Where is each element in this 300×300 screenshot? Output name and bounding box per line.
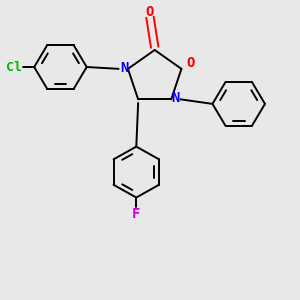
Text: N: N — [120, 61, 128, 75]
Text: N: N — [172, 92, 180, 105]
Text: O: O — [146, 5, 154, 19]
Text: Cl: Cl — [6, 61, 22, 74]
Text: F: F — [132, 207, 140, 221]
Text: O: O — [187, 56, 195, 70]
